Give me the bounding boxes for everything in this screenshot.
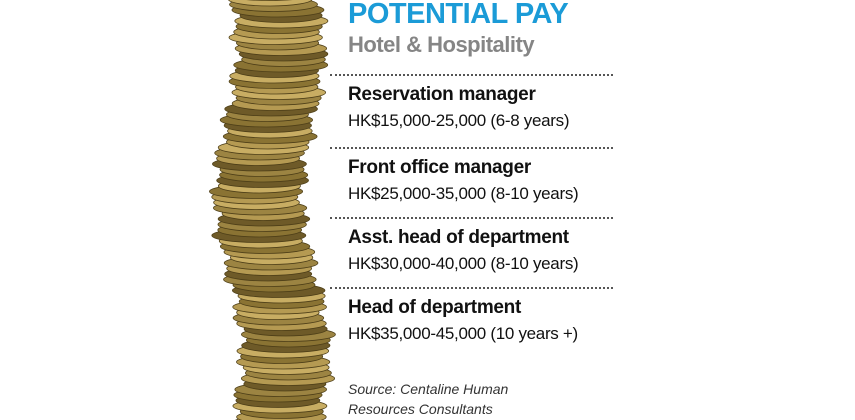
divider — [330, 217, 613, 219]
divider — [330, 147, 613, 149]
pay: HK$25,000-35,000 (8-10 years) — [348, 184, 579, 203]
pay: HK$35,000-45,000 (10 years +) — [348, 324, 578, 343]
pay: HK$15,000-25,000 (6-8 years) — [348, 111, 570, 130]
source: Source: Centaline Human — [348, 381, 509, 397]
coin — [246, 0, 293, 1]
coin-stack — [209, 0, 336, 420]
coin — [228, 0, 313, 7]
source: Resources Consultants — [348, 401, 493, 417]
title: POTENTIAL PAY — [348, 0, 569, 30]
role: Head of department — [348, 297, 522, 318]
role: Reservation manager — [348, 84, 536, 105]
role: Asst. head of department — [348, 227, 569, 248]
divider — [330, 74, 613, 76]
divider — [330, 287, 613, 289]
role: Front office manager — [348, 157, 531, 178]
pay: HK$30,000-40,000 (8-10 years) — [348, 254, 579, 273]
subtitle: Hotel & Hospitality — [348, 32, 535, 57]
